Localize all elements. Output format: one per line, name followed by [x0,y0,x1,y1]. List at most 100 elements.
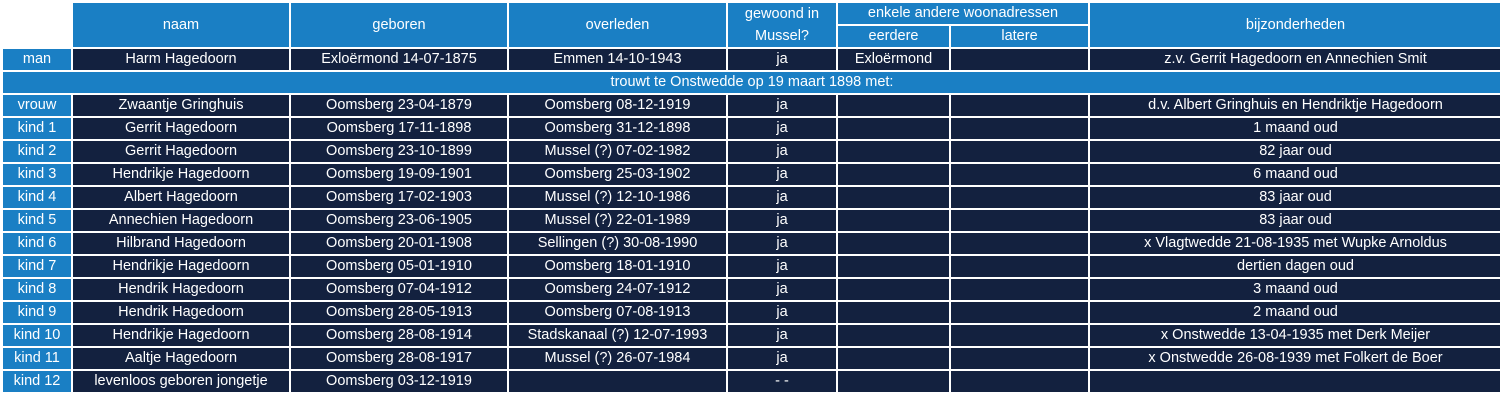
overleden-cell: Emmen 14-10-1943 [507,47,728,72]
mussel-cell: ja [726,300,838,325]
eerdere-cell [836,369,951,394]
mussel-cell: ja [726,323,838,348]
table-row: kind 7 Hendrikje Hagedoorn Oomsberg 05-01-… [1,254,1500,279]
header-overleden: overleden [507,1,728,49]
latere-cell [949,93,1090,118]
table-row: kind 9 Hendrik Hagedoorn Oomsberg 28-05-19… [1,300,1500,325]
naam-cell: levenloos geboren jongetje [71,369,291,394]
latere-cell [949,231,1090,256]
naam-cell: Albert Hagedoorn [71,185,291,210]
overleden-cell: Oomsberg 18-01-1910 [507,254,728,279]
mussel-cell: ja [726,93,838,118]
latere-cell [949,323,1090,348]
eerdere-cell: Exloërmond [836,47,951,72]
geboren-cell: Oomsberg 28-05-1913 [289,300,509,325]
geboren-cell: Oomsberg 03-12-1919 [289,369,509,394]
mussel-cell: ja [726,162,838,187]
latere-cell [949,254,1090,279]
marriage-row: trouwt te Onstwedde op 19 maart 1898 met… [1,70,1500,95]
mussel-cell: - - [726,369,838,394]
role-cell: kind 8 [1,277,73,302]
table-row: kind 10 Hendrikje Hagedoorn Oomsberg 28-08… [1,323,1500,348]
role-cell: kind 1 [1,116,73,141]
eerdere-cell [836,277,951,302]
naam-cell: Gerrit Hagedoorn [71,116,291,141]
bijzonderheden-cell: x Onstwedde 26-08-1939 met Folkert de Bo… [1088,346,1500,371]
overleden-cell: Mussel (?) 07-02-1982 [507,139,728,164]
naam-cell: Hilbrand Hagedoorn [71,231,291,256]
geboren-cell: Oomsberg 19-09-1901 [289,162,509,187]
naam-cell: Hendrik Hagedoorn [71,300,291,325]
overleden-cell: Mussel (?) 26-07-1984 [507,346,728,371]
latere-cell [949,277,1090,302]
header-woonadressen: enkele andere woonadressen [836,1,1090,26]
bijzonderheden-cell: 6 maand oud [1088,162,1500,187]
bijzonderheden-cell: x Vlagtwedde 21-08-1935 met Wupke Arnold… [1088,231,1500,256]
header-gewoond-line2: Mussel? [755,28,809,44]
geboren-cell: Oomsberg 23-10-1899 [289,139,509,164]
eerdere-cell [836,139,951,164]
overleden-cell: Oomsberg 08-12-1919 [507,93,728,118]
role-cell: kind 9 [1,300,73,325]
overleden-cell: Oomsberg 31-12-1898 [507,116,728,141]
overleden-cell: Oomsberg 25-03-1902 [507,162,728,187]
table-row: kind 12 levenloos geboren jongetje Oomsber… [1,369,1500,394]
latere-cell [949,208,1090,233]
latere-cell [949,139,1090,164]
header-bijzonderheden: bijzonderheden [1088,1,1500,49]
overleden-cell: Sellingen (?) 30-08-1990 [507,231,728,256]
mussel-cell: ja [726,116,838,141]
table-row: kind 5 Annechien Hagedoorn Oomsberg 23-06-… [1,208,1500,233]
table-row: kind 8 Hendrik Hagedoorn Oomsberg 07-04-19… [1,277,1500,302]
overleden-cell: Oomsberg 07-08-1913 [507,300,728,325]
naam-cell: Hendrikje Hagedoorn [71,323,291,348]
naam-cell: Hendrikje Hagedoorn [71,254,291,279]
geboren-cell: Oomsberg 17-02-1903 [289,185,509,210]
bijzonderheden-cell: 1 maand oud [1088,116,1500,141]
eerdere-cell [836,346,951,371]
eerdere-cell [836,300,951,325]
bijzonderheden-cell: z.v. Gerrit Hagedoorn en Annechien Smit [1088,47,1500,72]
role-cell: kind 10 [1,323,73,348]
role-cell: vrouw [1,93,73,118]
bijzonderheden-cell: dertien dagen oud [1088,254,1500,279]
geboren-cell: Oomsberg 23-04-1879 [289,93,509,118]
latere-cell [949,162,1090,187]
mussel-cell: ja [726,254,838,279]
bijzonderheden-cell: 82 jaar oud [1088,139,1500,164]
overleden-cell: Mussel (?) 12-10-1986 [507,185,728,210]
mussel-cell: ja [726,208,838,233]
latere-cell [949,47,1090,72]
geboren-cell: Oomsberg 07-04-1912 [289,277,509,302]
bijzonderheden-cell: x Onstwedde 13-04-1935 met Derk Meijer [1088,323,1500,348]
eerdere-cell [836,185,951,210]
mussel-cell: ja [726,277,838,302]
table-row: kind 3 Hendrikje Hagedoorn Oomsberg 19-09-… [1,162,1500,187]
overleden-cell: Oomsberg 24-07-1912 [507,277,728,302]
mussel-cell: ja [726,47,838,72]
mussel-cell: ja [726,139,838,164]
naam-cell: Zwaantje Gringhuis [71,93,291,118]
overleden-cell: Mussel (?) 22-01-1989 [507,208,728,233]
family-table: naam geboren overleden gewoond in Mussel… [1,1,1500,394]
role-cell: kind 11 [1,346,73,371]
latere-cell [949,185,1090,210]
latere-cell [949,369,1090,394]
geboren-cell: Oomsberg 23-06-1905 [289,208,509,233]
header-geboren: geboren [289,1,509,49]
marriage-text: trouwt te Onstwedde op 19 maart 1898 met… [1,70,1500,95]
bijzonderheden-cell: 83 jaar oud [1088,208,1500,233]
geboren-cell: Oomsberg 05-01-1910 [289,254,509,279]
eerdere-cell [836,323,951,348]
eerdere-cell [836,93,951,118]
overleden-cell: Stadskanaal (?) 12-07-1993 [507,323,728,348]
table-row: kind 11 Aaltje Hagedoorn Oomsberg 28-08-19… [1,346,1500,371]
role-cell: kind 5 [1,208,73,233]
header-gewoond-in-mussel: gewoond in Mussel? [726,1,838,49]
table-row-man: man Harm Hagedoorn Exloërmond 14-07-1875… [1,47,1500,72]
overleden-cell [507,369,728,394]
eerdere-cell [836,116,951,141]
bijzonderheden-cell [1088,369,1500,394]
corner-cell [1,1,73,49]
eerdere-cell [836,208,951,233]
